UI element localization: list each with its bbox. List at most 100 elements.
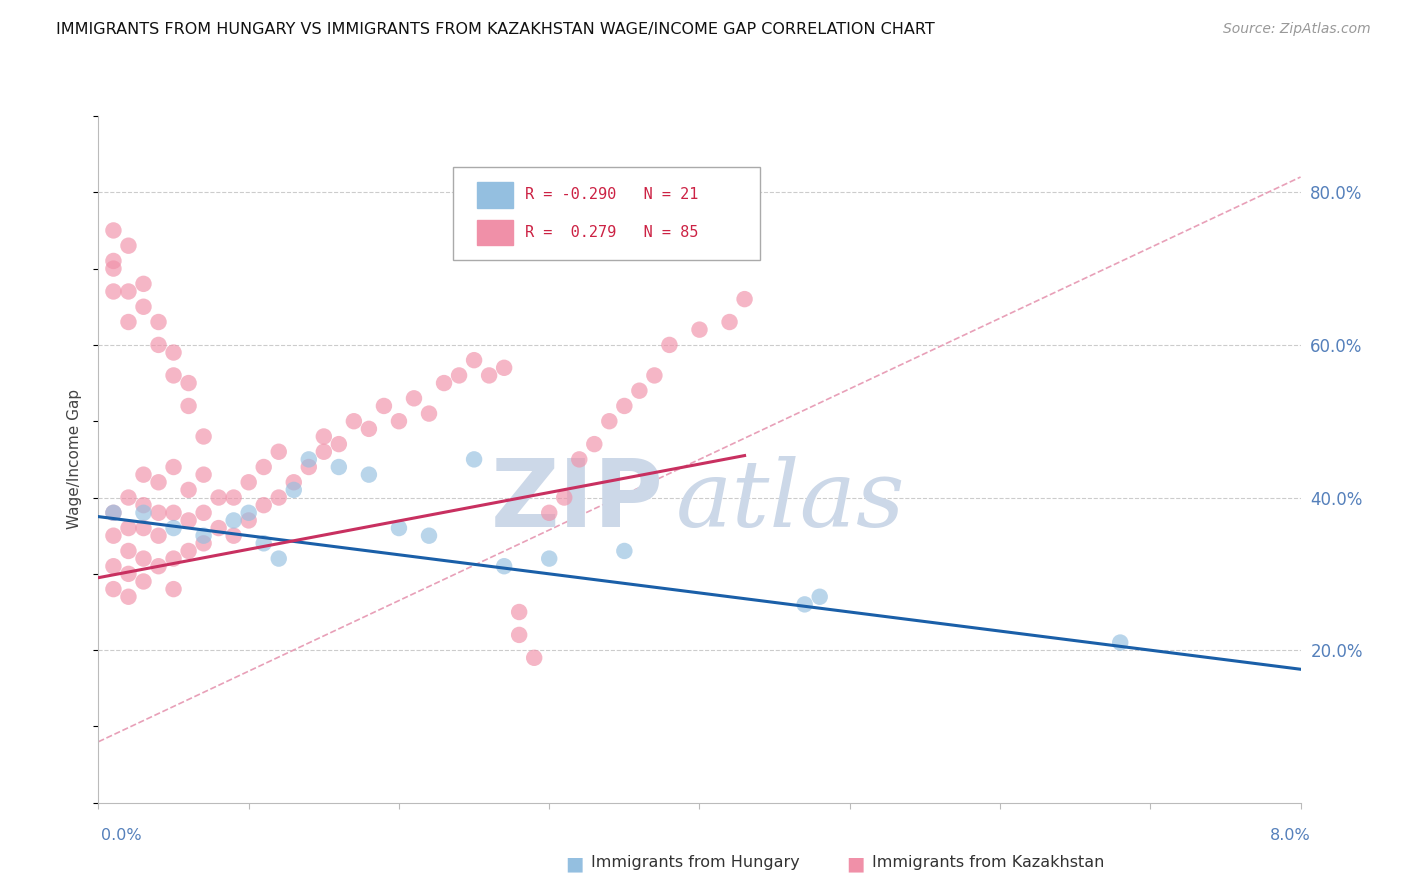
Point [538, 506, 561, 520]
Point [402, 392, 425, 406]
Point [283, 483, 305, 497]
Point [103, 582, 125, 596]
Point [117, 590, 139, 604]
Point [418, 529, 440, 543]
Point [583, 437, 606, 451]
Point [162, 582, 184, 596]
Point [357, 467, 380, 482]
FancyBboxPatch shape [453, 168, 759, 260]
FancyBboxPatch shape [477, 220, 513, 245]
Text: Immigrants from Kazakhstan: Immigrants from Kazakhstan [872, 855, 1104, 870]
Point [117, 521, 139, 535]
Point [613, 544, 636, 558]
Point [463, 452, 485, 467]
Point [162, 506, 184, 520]
Point [538, 551, 561, 566]
Point [494, 559, 516, 574]
FancyBboxPatch shape [477, 182, 513, 208]
Point [222, 491, 245, 505]
Point [478, 368, 501, 383]
Point [162, 368, 184, 383]
Text: ZIP: ZIP [491, 455, 664, 547]
Point [328, 437, 350, 451]
Point [613, 399, 636, 413]
Point [117, 491, 139, 505]
Point [148, 559, 170, 574]
Point [193, 536, 215, 550]
Point [808, 590, 831, 604]
Text: atlas: atlas [675, 456, 905, 546]
Point [132, 467, 155, 482]
Point [388, 521, 411, 535]
Point [193, 429, 215, 443]
Point [222, 513, 245, 527]
Point [568, 452, 591, 467]
Point [193, 467, 215, 482]
Point [103, 506, 125, 520]
Point [132, 498, 155, 512]
Text: Source: ZipAtlas.com: Source: ZipAtlas.com [1223, 22, 1371, 37]
Point [689, 323, 711, 337]
Point [177, 513, 200, 527]
Point [177, 399, 200, 413]
Point [298, 460, 321, 475]
Point [793, 598, 815, 612]
Point [553, 491, 575, 505]
Point [103, 529, 125, 543]
Text: R = -0.290   N = 21: R = -0.290 N = 21 [526, 187, 699, 202]
Point [1109, 635, 1132, 649]
Point [162, 460, 184, 475]
Point [508, 628, 530, 642]
Point [132, 551, 155, 566]
Point [208, 491, 231, 505]
Point [177, 544, 200, 558]
Point [238, 475, 260, 490]
Point [103, 223, 125, 237]
Point [162, 521, 184, 535]
Point [148, 506, 170, 520]
Point [267, 551, 290, 566]
Text: Immigrants from Hungary: Immigrants from Hungary [591, 855, 799, 870]
Point [238, 506, 260, 520]
Point [103, 506, 125, 520]
Point [734, 292, 756, 306]
Point [117, 315, 139, 329]
Point [598, 414, 620, 428]
Point [103, 261, 125, 276]
Point [523, 650, 546, 665]
Point [253, 536, 276, 550]
Point [253, 498, 276, 512]
Point [148, 315, 170, 329]
Point [433, 376, 456, 390]
Text: ■: ■ [565, 855, 583, 873]
Point [177, 483, 200, 497]
Point [658, 338, 681, 352]
Point [148, 475, 170, 490]
Point [718, 315, 741, 329]
Point [117, 544, 139, 558]
Point [117, 238, 139, 252]
Point [267, 491, 290, 505]
Point [177, 376, 200, 390]
Point [267, 444, 290, 458]
Point [193, 506, 215, 520]
Point [238, 513, 260, 527]
Point [132, 506, 155, 520]
Point [148, 338, 170, 352]
Point [373, 399, 395, 413]
Point [103, 254, 125, 268]
Point [132, 300, 155, 314]
Point [298, 452, 321, 467]
Point [508, 605, 530, 619]
Point [463, 353, 485, 368]
Y-axis label: Wage/Income Gap: Wage/Income Gap [67, 389, 83, 530]
Text: ■: ■ [846, 855, 865, 873]
Point [222, 529, 245, 543]
Point [357, 422, 380, 436]
Point [103, 559, 125, 574]
Point [283, 475, 305, 490]
Point [162, 551, 184, 566]
Point [117, 566, 139, 581]
Text: R =  0.279   N = 85: R = 0.279 N = 85 [526, 225, 699, 239]
Point [447, 368, 470, 383]
